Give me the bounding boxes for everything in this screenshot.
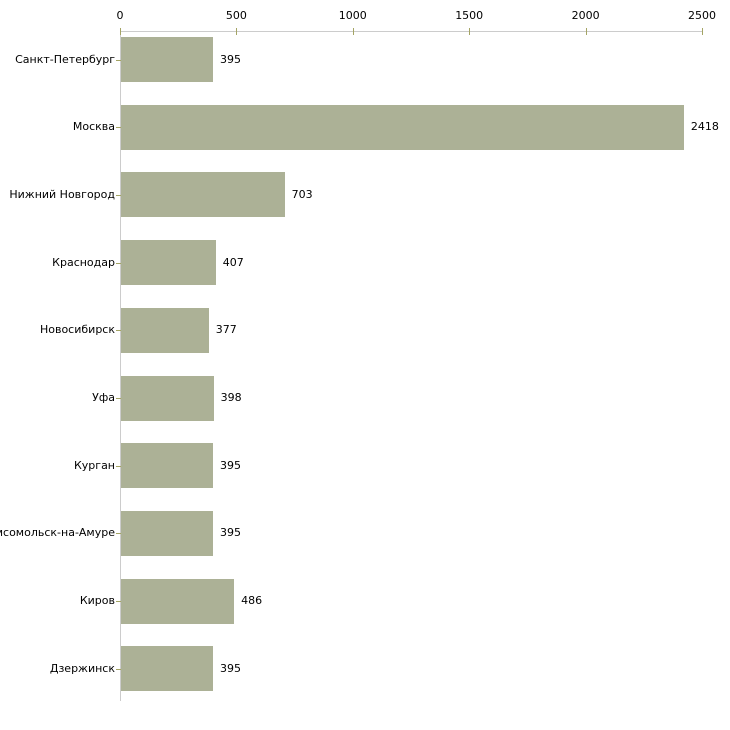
x-axis-tick-mark bbox=[469, 28, 471, 35]
y-axis-tick-mark bbox=[116, 330, 121, 332]
y-axis-tick-mark bbox=[116, 601, 121, 603]
y-axis-tick-mark bbox=[116, 398, 121, 399]
y-axis-tick-mark bbox=[116, 668, 121, 670]
category-label: Краснодар bbox=[52, 255, 115, 269]
y-axis-tick-mark bbox=[116, 127, 121, 129]
x-axis-tick-mark bbox=[120, 28, 121, 35]
bar bbox=[121, 578, 235, 624]
value-label: 395 bbox=[219, 526, 241, 540]
category-label: Комсомольск-на-Амуре bbox=[0, 526, 115, 540]
x-axis-tick-label: 1500 bbox=[455, 9, 484, 22]
value-label: 486 bbox=[241, 594, 263, 608]
value-label: 395 bbox=[219, 458, 241, 472]
value-label: 703 bbox=[291, 187, 313, 201]
category-label: Москва bbox=[72, 120, 115, 134]
bar bbox=[121, 172, 285, 218]
y-axis-tick-mark bbox=[116, 465, 121, 467]
bar bbox=[121, 646, 213, 692]
x-axis-tick-mark bbox=[352, 28, 354, 35]
x-axis-tick-label: 2500 bbox=[688, 9, 716, 22]
y-axis-tick-mark bbox=[116, 194, 121, 196]
x-axis-tick-mark bbox=[702, 28, 703, 35]
x-axis-line bbox=[120, 31, 703, 32]
x-axis-tick-label: 500 bbox=[225, 9, 247, 22]
x-axis-tick-label: 1000 bbox=[338, 9, 367, 22]
bar bbox=[121, 307, 209, 353]
value-label: 407 bbox=[222, 255, 244, 269]
y-axis-line bbox=[120, 31, 121, 701]
category-label: Новосибирск bbox=[39, 323, 115, 337]
value-label: 395 bbox=[219, 52, 241, 66]
x-axis-tick-mark bbox=[585, 28, 587, 35]
category-label: Курган bbox=[73, 458, 115, 472]
value-label: 395 bbox=[219, 661, 241, 675]
value-label: 377 bbox=[215, 323, 237, 337]
bar bbox=[121, 37, 213, 82]
x-axis-tick-label: 2000 bbox=[571, 9, 600, 22]
y-axis-tick-mark bbox=[116, 59, 121, 61]
bar bbox=[121, 240, 216, 286]
x-axis-tick-mark bbox=[236, 28, 238, 35]
y-axis-tick-mark bbox=[116, 533, 121, 535]
value-label: 398 bbox=[220, 391, 242, 404]
y-axis-tick-mark bbox=[116, 262, 121, 264]
x-axis-tick-label: 0 bbox=[116, 9, 124, 22]
value-label: 2418 bbox=[690, 120, 719, 134]
category-label: Нижний Новгород bbox=[9, 187, 115, 201]
category-label: Уфа bbox=[92, 391, 115, 404]
bar bbox=[121, 510, 213, 556]
category-label: Дзержинск bbox=[49, 661, 115, 675]
bar bbox=[121, 104, 684, 150]
category-label: Киров bbox=[79, 594, 115, 608]
bar bbox=[121, 375, 214, 421]
bar bbox=[121, 443, 213, 489]
category-label: Санкт-Петербург bbox=[15, 52, 115, 66]
